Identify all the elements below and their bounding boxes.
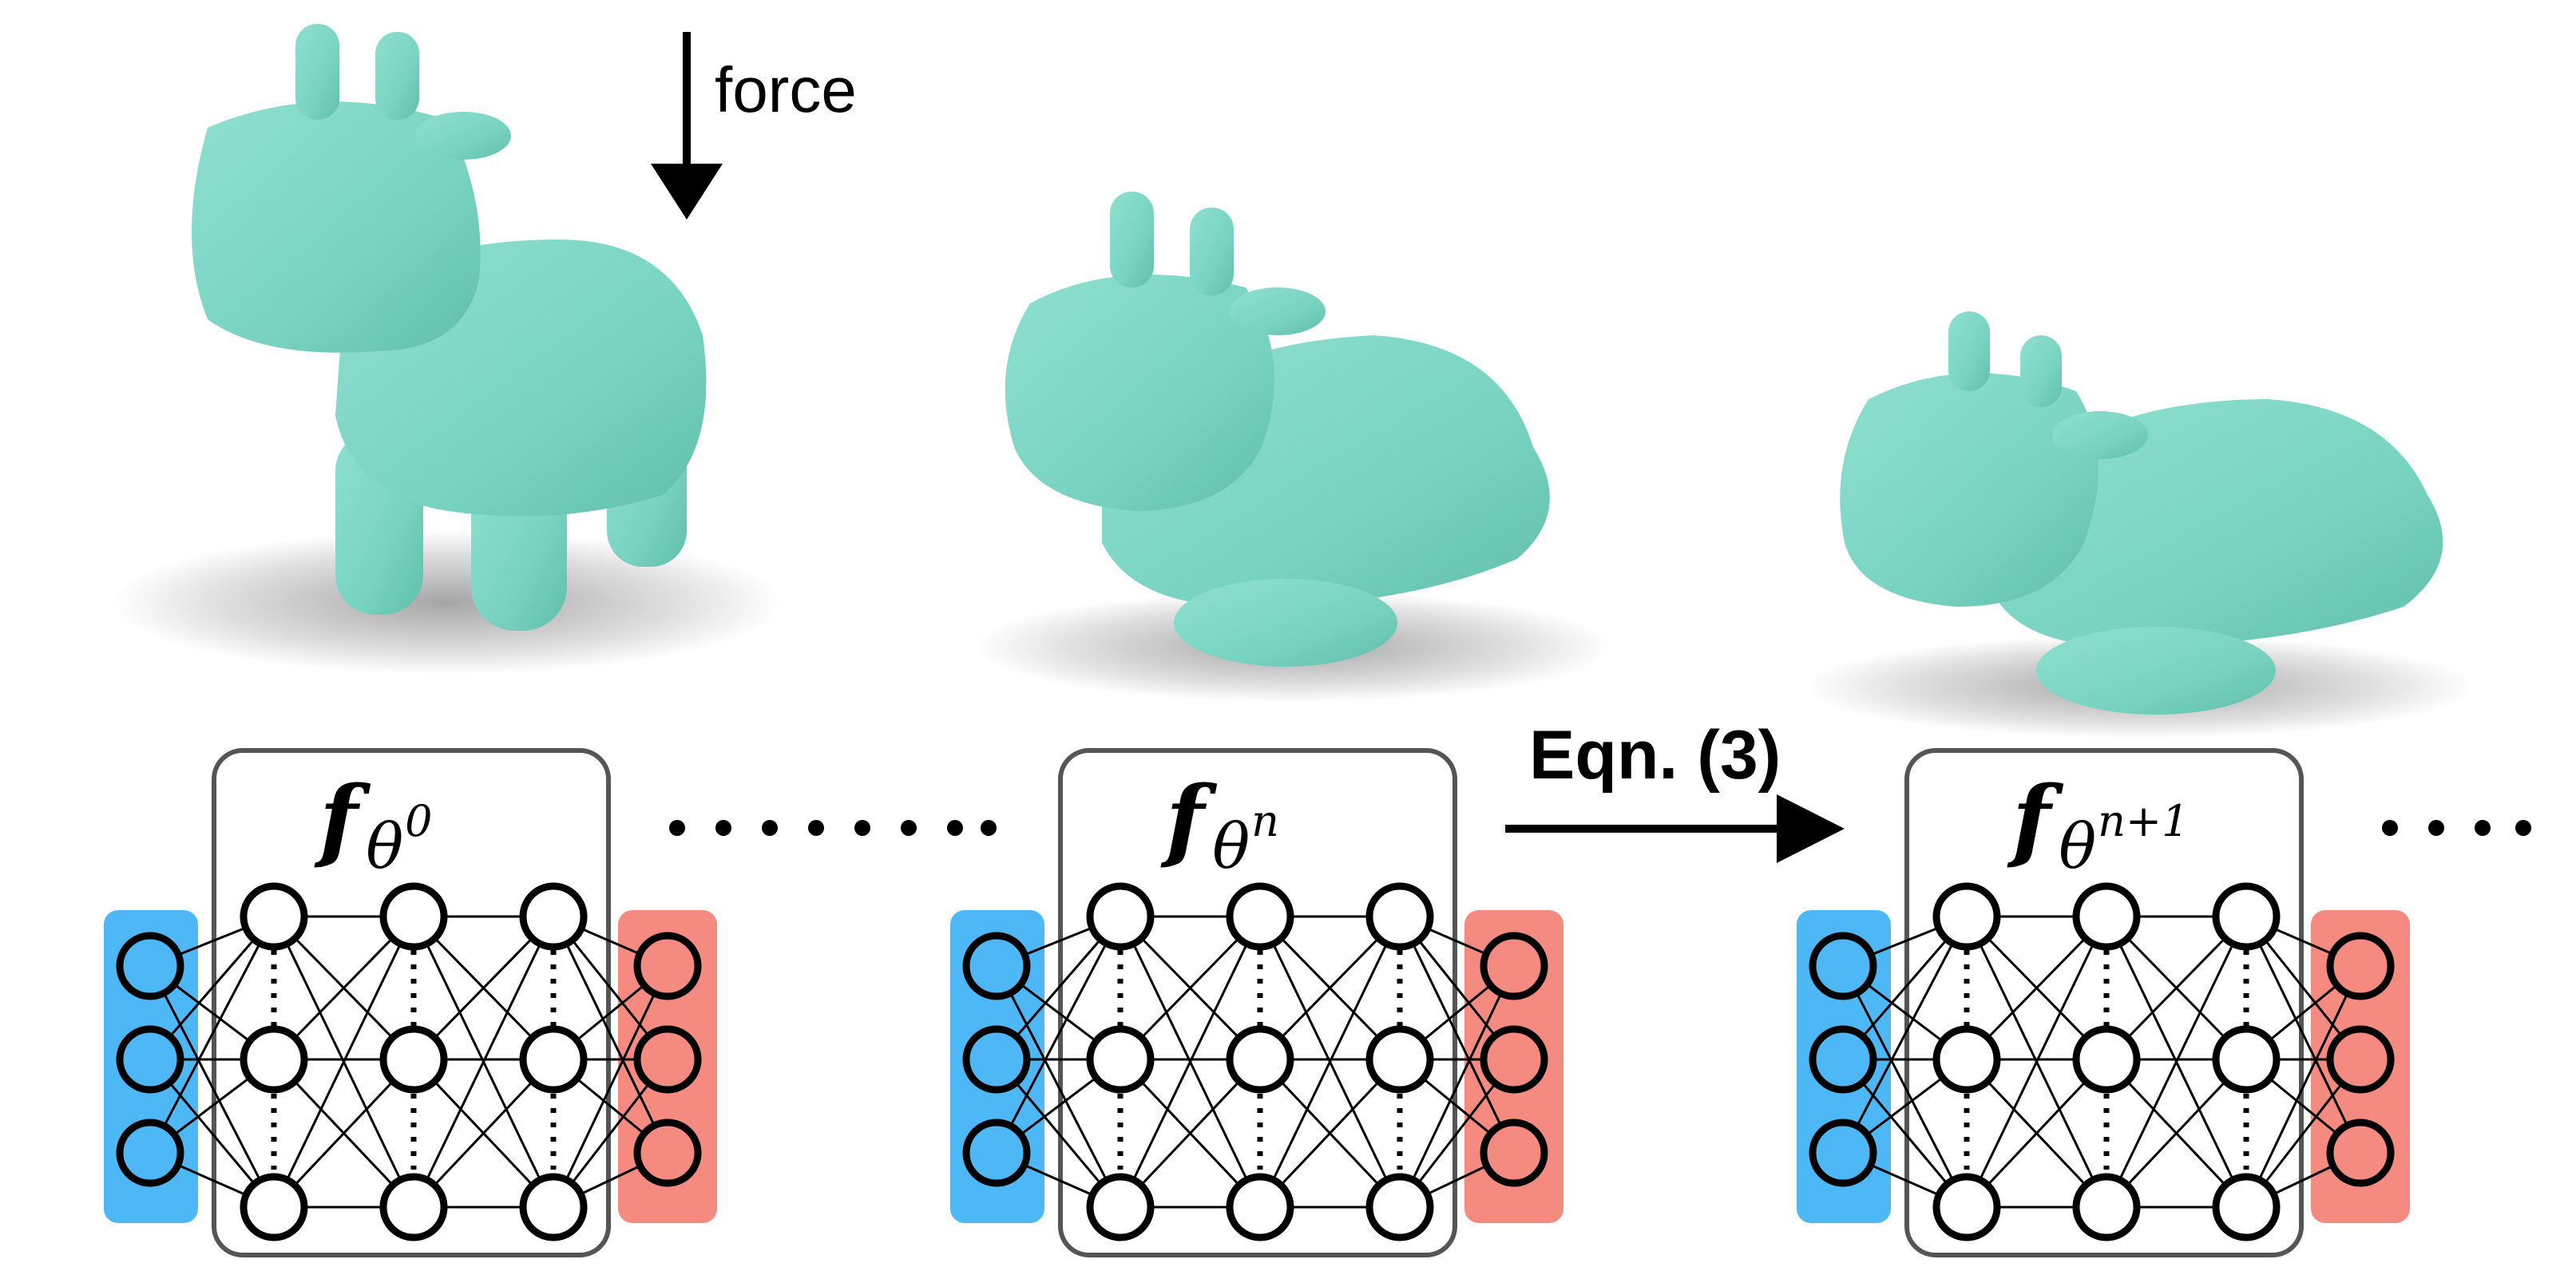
network-superscript: 0 bbox=[405, 796, 432, 846]
output-node bbox=[2326, 1025, 2395, 1094]
input-node bbox=[116, 1119, 184, 1187]
hidden-node bbox=[240, 882, 308, 951]
cow-standing bbox=[112, 24, 783, 675]
hidden-node bbox=[379, 1025, 448, 1094]
hidden-node bbox=[1365, 1025, 1434, 1094]
hidden-node bbox=[519, 1173, 588, 1241]
hidden-node bbox=[2072, 1173, 2141, 1241]
ellipsis-dots bbox=[669, 820, 997, 836]
hidden-node bbox=[379, 1173, 448, 1241]
force-label: force bbox=[715, 54, 857, 125]
update-annotation: Eqn. (3) bbox=[1505, 717, 1845, 863]
ellipsis-dots-end bbox=[2382, 820, 2531, 836]
output-node bbox=[633, 1119, 702, 1187]
network-2: f θn+1 bbox=[1797, 748, 2410, 1257]
down-arrow-head bbox=[651, 164, 723, 220]
input-node bbox=[116, 932, 184, 1000]
output-node bbox=[633, 932, 702, 1000]
output-node bbox=[1480, 1025, 1548, 1094]
input-node bbox=[116, 1025, 184, 1094]
cow-lying-1 bbox=[974, 192, 1613, 703]
network-0: f θ0 bbox=[104, 748, 717, 1257]
hidden-node bbox=[240, 1025, 308, 1094]
input-node bbox=[1809, 1119, 1877, 1187]
hidden-node bbox=[2212, 882, 2281, 951]
network-superscript: n bbox=[1251, 796, 1279, 846]
hidden-node bbox=[1086, 1173, 1155, 1241]
input-node bbox=[962, 1119, 1031, 1187]
hidden-node bbox=[1932, 1173, 2001, 1241]
update-label: Eqn. (3) bbox=[1529, 717, 1781, 794]
hidden-node bbox=[2072, 882, 2141, 951]
hidden-node bbox=[1226, 882, 1294, 951]
networks-group: f θ0 f θn f θn+1 bbox=[104, 748, 2410, 1257]
hidden-node bbox=[1226, 1173, 1294, 1241]
hidden-node bbox=[2212, 1173, 2281, 1241]
hidden-node bbox=[1365, 1173, 1434, 1241]
network-superscript: n+1 bbox=[2098, 796, 2189, 846]
hidden-node bbox=[1932, 1025, 2001, 1094]
hidden-node bbox=[1932, 882, 2001, 951]
input-node bbox=[1809, 1025, 1877, 1094]
hidden-node bbox=[519, 882, 588, 951]
network-subscript: θ bbox=[1212, 811, 1250, 883]
input-node bbox=[962, 932, 1031, 1000]
hidden-node bbox=[2072, 1025, 2141, 1094]
network-subscript: θ bbox=[2059, 811, 2096, 883]
cow-lying-2 bbox=[1805, 311, 2475, 738]
hidden-node bbox=[240, 1173, 308, 1241]
hidden-node bbox=[1086, 1025, 1155, 1094]
output-node bbox=[1480, 932, 1548, 1000]
output-node bbox=[1480, 1119, 1548, 1187]
hidden-node bbox=[2212, 1025, 2281, 1094]
hidden-node bbox=[519, 1025, 588, 1094]
output-node bbox=[633, 1025, 702, 1094]
force-annotation: force bbox=[651, 32, 857, 220]
right-arrow-head bbox=[1777, 794, 1845, 863]
hidden-node bbox=[1086, 882, 1155, 951]
hidden-node bbox=[379, 882, 448, 951]
hidden-node bbox=[1365, 882, 1434, 951]
output-node bbox=[2326, 932, 2395, 1000]
input-node bbox=[962, 1025, 1031, 1094]
network-subscript: θ bbox=[366, 811, 403, 883]
network-1: f θn bbox=[950, 748, 1563, 1257]
output-node bbox=[2326, 1119, 2395, 1187]
input-node bbox=[1809, 932, 1877, 1000]
hidden-node bbox=[1226, 1025, 1294, 1094]
